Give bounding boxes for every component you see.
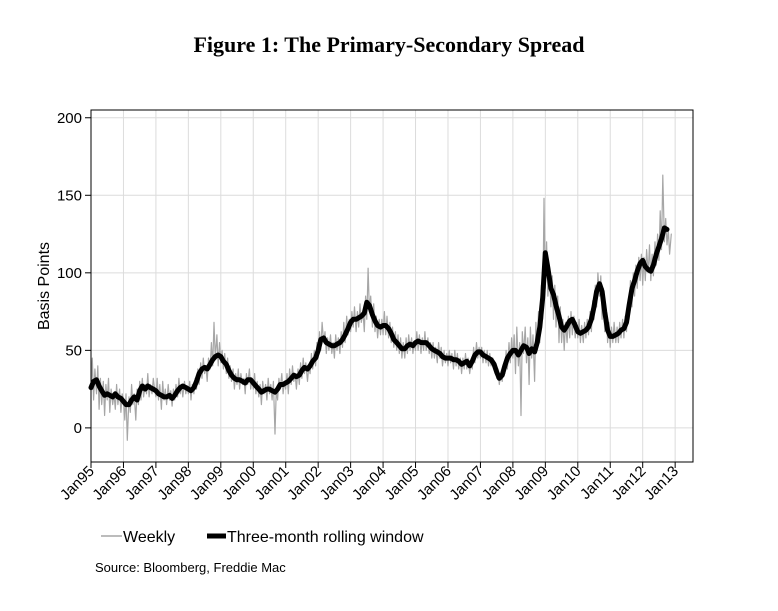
- x-tick-label: Jan06: [414, 463, 455, 504]
- legend-label-rolling: Three-month rolling window: [227, 529, 424, 546]
- x-tick-label: Jan95: [57, 463, 98, 504]
- series-line-rolling: [88, 225, 670, 408]
- x-tick-label: Jan10: [544, 463, 585, 504]
- x-tick-label: Jan08: [479, 463, 520, 504]
- legend: Weekly Three-month rolling window: [101, 529, 424, 546]
- y-tick-label: 50: [65, 342, 82, 359]
- x-tick-label: Jan12: [609, 463, 650, 504]
- x-tick-label: Jan04: [349, 463, 390, 504]
- plot-frame: [90, 109, 694, 463]
- x-tick-label: Jan05: [381, 463, 422, 504]
- x-tick-label: Jan98: [154, 463, 195, 504]
- series-lines: [88, 174, 672, 441]
- x-tick-label: Jan00: [219, 463, 260, 504]
- series-line-weekly: [90, 174, 672, 441]
- chart-title: Figure 1: The Primary-Secondary Spread: [193, 32, 585, 57]
- y-tick-label: 150: [57, 187, 82, 204]
- x-tick-label: Jan99: [187, 463, 228, 504]
- x-tick-label: Jan13: [641, 463, 682, 504]
- x-tick-label: Jan03: [317, 463, 358, 504]
- x-tick-label: Jan02: [284, 463, 325, 504]
- y-tick-label: 0: [74, 420, 82, 437]
- source-note: Source: Bloomberg, Freddie Mac: [95, 560, 286, 575]
- x-tick-label: Jan96: [89, 463, 130, 504]
- x-tick-label: Jan97: [122, 463, 163, 504]
- y-tick-label: 100: [57, 265, 82, 282]
- y-axis-title: Basis Points: [36, 242, 53, 330]
- legend-label-weekly: Weekly: [123, 529, 175, 546]
- x-tick-label: Jan07: [446, 463, 487, 504]
- x-tick-label: Jan11: [577, 463, 617, 503]
- x-tick-label: Jan09: [511, 463, 552, 504]
- x-tick-label: Jan01: [252, 463, 293, 504]
- y-tick-label: 200: [57, 110, 82, 127]
- grid-lines: [90, 110, 693, 462]
